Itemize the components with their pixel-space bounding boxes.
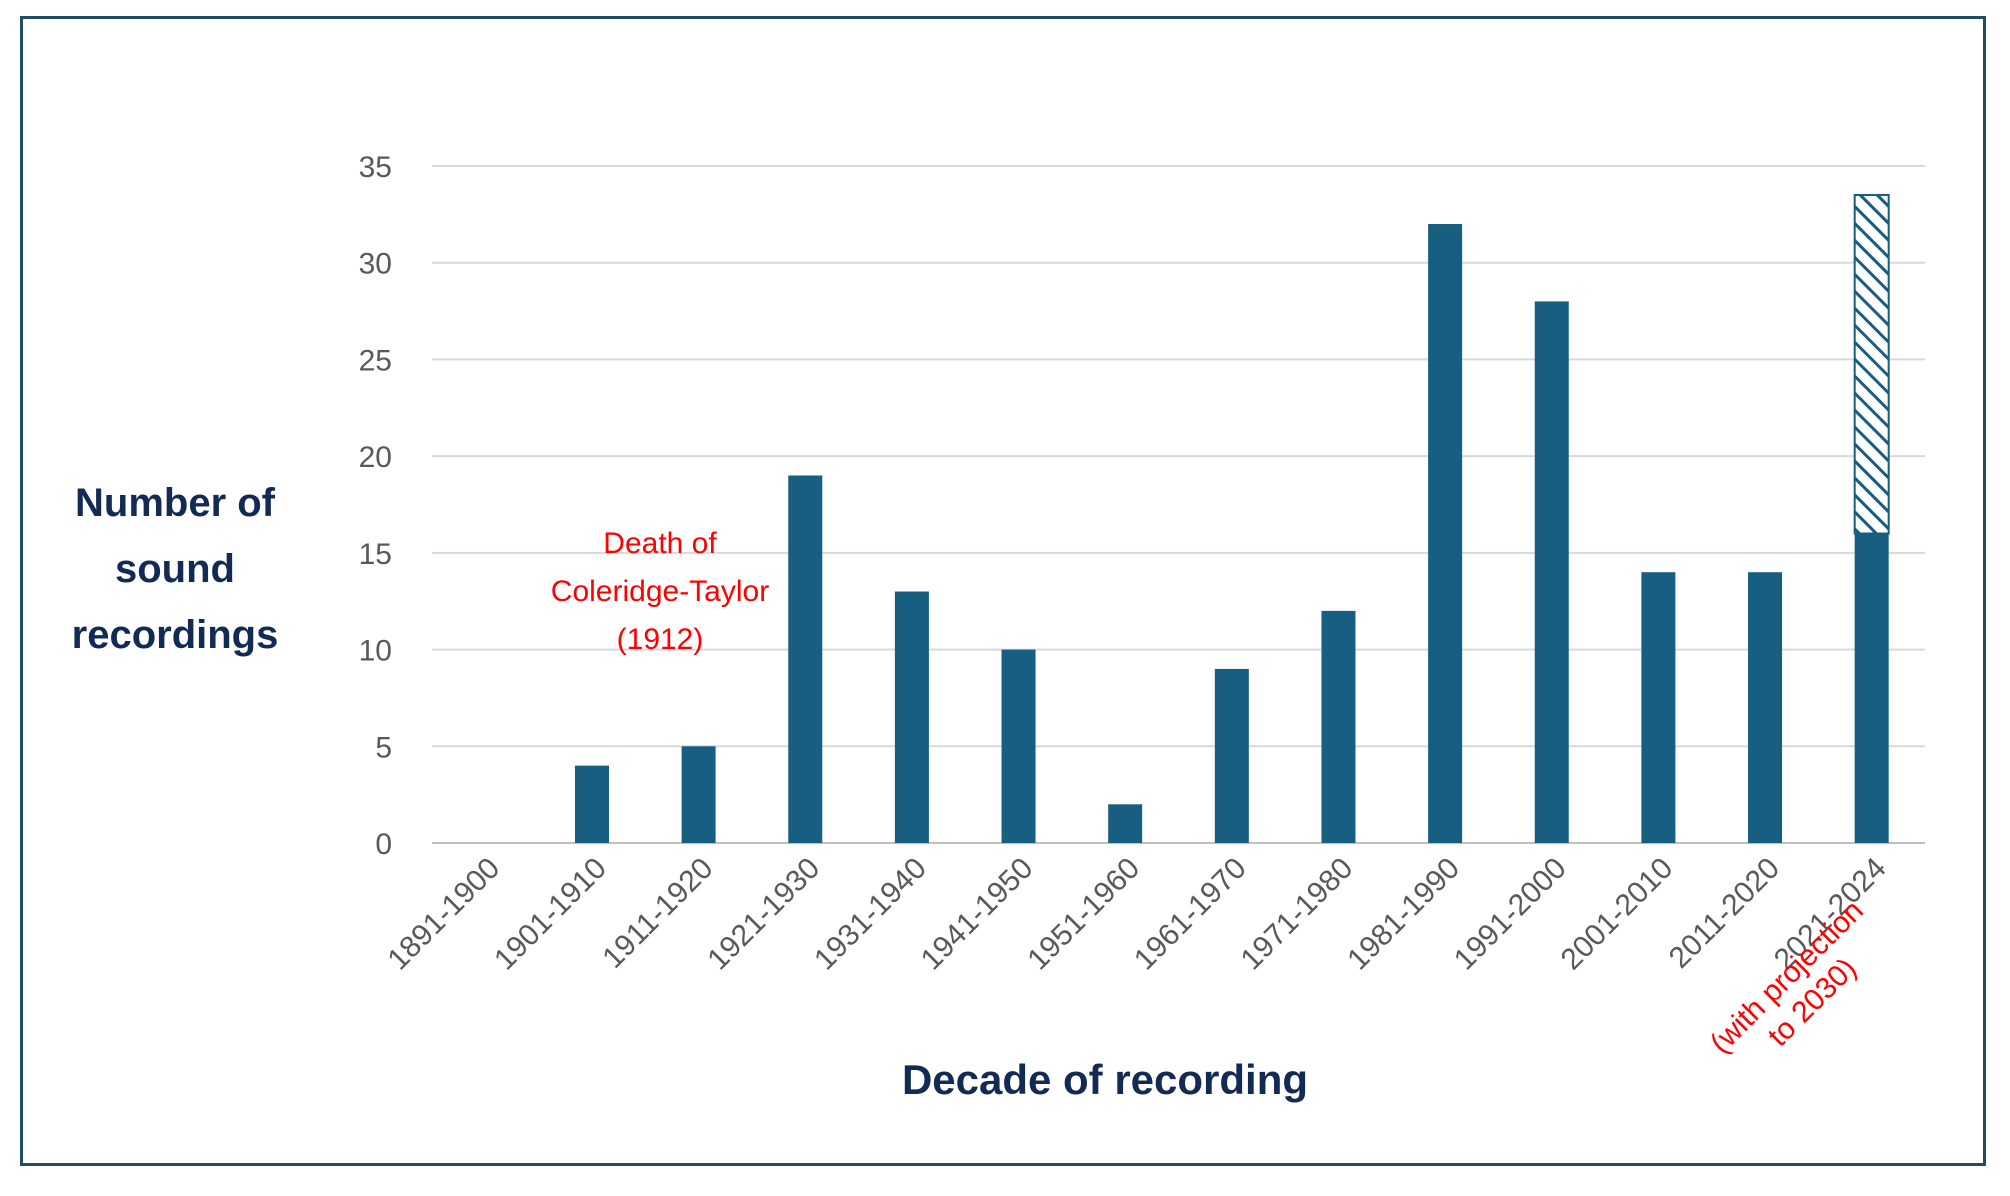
- bar: [681, 746, 716, 843]
- y-tick-label: 15: [359, 538, 392, 571]
- annotation-line: Coleridge-Taylor: [550, 575, 770, 608]
- bar: [1001, 649, 1036, 843]
- bar: [1108, 804, 1143, 843]
- annotation-line: Death of: [603, 527, 717, 560]
- x-tick-label: 1981-1990: [1341, 852, 1466, 977]
- x-tick-label: 1951-1960: [1021, 852, 1146, 977]
- y-tick-label: 25: [359, 344, 392, 377]
- bar-projection: [1853, 194, 1890, 535]
- bar: [1214, 668, 1249, 843]
- y-tick-label: 20: [359, 441, 392, 474]
- chart-frame: [20, 16, 1986, 1166]
- y-axis-title: Number of sound recordings: [40, 470, 310, 668]
- bar: [1321, 610, 1356, 843]
- bar: [1641, 572, 1676, 843]
- y-axis-title-line: recordings: [71, 613, 279, 657]
- annotation-line: (1912): [616, 623, 704, 656]
- bar: [574, 765, 609, 843]
- death-annotation: Death of Coleridge-Taylor (1912): [500, 520, 820, 664]
- x-tick-label: 1931-1940: [808, 852, 933, 977]
- y-axis-title-line: sound: [115, 547, 235, 591]
- y-tick-label: 0: [375, 828, 392, 861]
- y-tick-label: 30: [359, 248, 392, 281]
- x-tick-label: 1941-1950: [915, 852, 1040, 977]
- bar: [1534, 301, 1569, 843]
- x-tick-label: 1991-2000: [1448, 852, 1573, 977]
- x-axis-title: Decade of recording: [901, 1056, 1309, 1103]
- x-tick-label: 1961-1970: [1128, 852, 1253, 977]
- x-tick-label: 1911-1920: [596, 852, 719, 975]
- bar: [1854, 533, 1889, 843]
- x-tick-label: 2011-2020: [1663, 852, 1786, 975]
- x-tick-label: 1901-1910: [488, 852, 613, 977]
- y-tick-label: 5: [375, 731, 392, 764]
- bar: [1428, 224, 1463, 843]
- bar: [1748, 572, 1783, 843]
- x-tick-label: 1921-1930: [701, 852, 826, 977]
- x-tick-label: 1891-1900: [381, 852, 506, 977]
- x-tick-label: 2001-2010: [1555, 852, 1680, 977]
- y-axis-title-line: Number of: [75, 481, 275, 525]
- bar: [788, 475, 823, 843]
- y-tick-label: 35: [359, 151, 392, 184]
- x-tick-label: 1971-1980: [1235, 852, 1360, 977]
- y-tick-label: 10: [359, 635, 392, 668]
- bar: [894, 591, 929, 843]
